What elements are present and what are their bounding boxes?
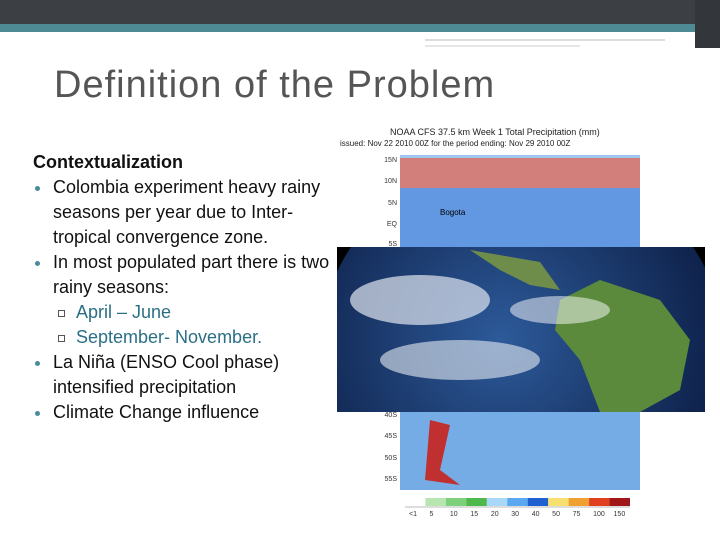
legend-swatch <box>466 498 487 506</box>
rain-patch <box>425 420 460 485</box>
legend-label: 75 <box>573 511 581 518</box>
heading: Contextualization <box>33 152 184 172</box>
bullet-list: Colombia experiment heavy rainy seasons … <box>33 175 333 425</box>
corner-band <box>695 0 720 48</box>
legend-swatch <box>609 498 630 506</box>
rain-band <box>400 188 640 248</box>
legend-swatch <box>445 498 467 506</box>
legend-swatch <box>527 498 549 506</box>
lat-label: 5N <box>388 200 397 207</box>
lat-label: 55S <box>385 476 398 483</box>
slide-title: Definition of the Problem <box>54 64 496 106</box>
legend-label: 50 <box>552 511 560 518</box>
map-caption: NOAA CFS 37.5 km Week 1 Total Precipitat… <box>390 127 600 137</box>
lat-label: 5S <box>388 241 397 248</box>
bullet: La Niña (ENSO Cool phase) intensified pr… <box>33 350 333 400</box>
legend-label: 40 <box>532 511 540 518</box>
legend-swatch <box>589 498 610 506</box>
legend-label: 30 <box>511 511 519 518</box>
central-america <box>470 250 560 290</box>
top-band <box>0 0 720 24</box>
legend-swatch <box>405 498 426 506</box>
bullet: Climate Change influence <box>33 400 333 425</box>
legend-label: 15 <box>470 511 478 518</box>
lat-label: EQ <box>387 221 398 228</box>
legend-swatch <box>486 498 508 506</box>
legend-label: <1 <box>409 511 417 518</box>
cloud <box>350 275 490 325</box>
lat-label: 50S <box>385 455 398 462</box>
legend-label: 20 <box>491 511 499 518</box>
bullet: In most populated part there is two rain… <box>33 250 333 300</box>
lat-label: 15N <box>384 157 397 164</box>
legend-swatch <box>507 498 528 506</box>
city-label: Bogota <box>440 208 466 217</box>
teal-band <box>0 24 695 32</box>
map-caption: issued: Nov 22 2010 00Z for the period e… <box>340 139 570 148</box>
legend-swatch <box>568 498 590 506</box>
lat-label: 45S <box>385 433 398 440</box>
cloud <box>380 340 540 380</box>
sub-bullet: September- November. <box>33 325 333 350</box>
lat-label: 40S <box>385 412 398 419</box>
legend-label: 100 <box>593 511 605 518</box>
globe-photo <box>337 247 705 412</box>
sub-bullet: April – June <box>33 300 333 325</box>
legend-swatch <box>548 498 569 506</box>
legend-swatch <box>425 498 446 506</box>
legend-label: 150 <box>614 511 626 518</box>
lat-label: 10N <box>384 178 397 185</box>
legend-label: 5 <box>429 511 433 518</box>
rain-band <box>400 158 640 188</box>
legend-label: 10 <box>450 511 458 518</box>
cloud <box>510 296 610 324</box>
slide-body: Contextualization Colombia experiment he… <box>33 150 333 425</box>
bullet: Colombia experiment heavy rainy seasons … <box>33 175 333 250</box>
